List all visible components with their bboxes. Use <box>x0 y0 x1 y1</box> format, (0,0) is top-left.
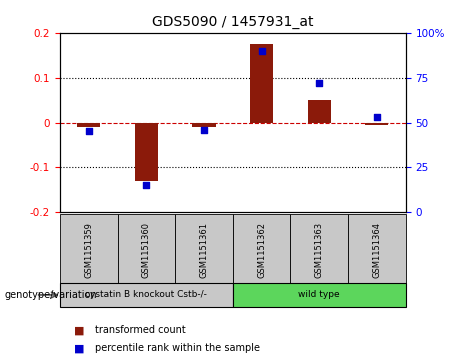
Text: wild type: wild type <box>298 290 340 299</box>
Point <box>85 129 92 134</box>
Text: GSM1151359: GSM1151359 <box>84 222 93 277</box>
Point <box>142 183 150 188</box>
Text: cystatin B knockout Cstb-/-: cystatin B knockout Cstb-/- <box>85 290 207 299</box>
Text: percentile rank within the sample: percentile rank within the sample <box>95 343 260 354</box>
Bar <box>118 214 175 285</box>
Text: GSM1151363: GSM1151363 <box>315 221 324 278</box>
Bar <box>60 283 233 307</box>
Bar <box>233 214 290 285</box>
Text: ■: ■ <box>74 343 84 354</box>
Point <box>200 127 207 132</box>
Text: GSM1151362: GSM1151362 <box>257 221 266 278</box>
Point <box>315 80 323 86</box>
Bar <box>250 44 273 123</box>
Bar <box>348 214 406 285</box>
Bar <box>290 214 348 285</box>
Bar <box>233 283 406 307</box>
Bar <box>308 100 331 123</box>
Text: ■: ■ <box>74 325 84 335</box>
Bar <box>135 123 158 181</box>
Text: GSM1151360: GSM1151360 <box>142 221 151 278</box>
Title: GDS5090 / 1457931_at: GDS5090 / 1457931_at <box>152 15 313 29</box>
Bar <box>193 123 216 127</box>
Bar <box>175 214 233 285</box>
Bar <box>60 214 118 285</box>
Text: transformed count: transformed count <box>95 325 185 335</box>
Bar <box>365 123 388 125</box>
Text: GSM1151361: GSM1151361 <box>200 221 208 278</box>
Text: genotype/variation: genotype/variation <box>5 290 97 300</box>
Bar <box>77 123 100 127</box>
Point <box>258 48 266 54</box>
Point <box>373 114 381 120</box>
Text: GSM1151364: GSM1151364 <box>372 221 381 278</box>
